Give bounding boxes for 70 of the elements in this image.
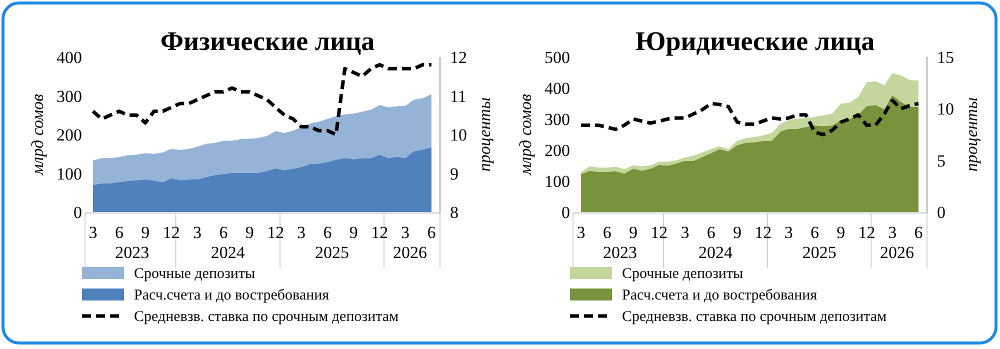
text: 2026 (880, 243, 914, 262)
x-tick-label: 12 (650, 223, 668, 242)
x-tick-label: 3 (680, 223, 690, 242)
y-tick-label: 300 (544, 110, 570, 129)
legend-label: Срочные депозиты (134, 266, 256, 282)
legend-label: Средневзв. ставка по срочным депозитам (622, 309, 888, 325)
x-tick-label: 3 (576, 223, 586, 242)
x-tick-label: 12 (858, 223, 876, 242)
x-tick-label: 9 (628, 223, 638, 242)
y-tick-label: 0 (562, 203, 570, 222)
legend-label: Средневзв. ставка по срочным депозитам (134, 309, 400, 325)
chart-title: Физические лица (160, 26, 376, 56)
x-tick-label: 9 (141, 223, 150, 242)
y-tick-label: 0 (74, 203, 82, 222)
x-tick-label: 9 (836, 223, 846, 242)
x-tick-label: 12 (754, 223, 772, 242)
x-tick-label: 6 (706, 223, 716, 242)
y2-tick-label: 0 (937, 203, 946, 222)
text: 2023 (115, 243, 150, 262)
y2-axis-title: проценты (962, 97, 981, 172)
y2-tick-label: 9 (450, 164, 458, 184)
text: 2025 (802, 243, 836, 262)
y-axis-title: млрд сомов (28, 93, 47, 176)
y2-tick-label: 10 (937, 100, 954, 119)
y-tick-label: 100 (56, 164, 82, 184)
legend-label: Расч.счета и до востребования (622, 288, 818, 304)
x-tick-label: 3 (193, 223, 202, 242)
y2-tick-label: 5 (937, 151, 946, 170)
text: 2025 (315, 243, 350, 262)
y2-tick-label: 15 (937, 48, 954, 67)
y2-tick-label: 12 (450, 48, 467, 67)
x-tick-label: 12 (267, 223, 284, 242)
text: 2023 (603, 243, 638, 262)
x-tick-label: 12 (371, 223, 388, 242)
y2-tick-label: 8 (450, 203, 458, 222)
x-tick-label: 3 (88, 223, 98, 242)
chart-title: Юридические лица (635, 26, 876, 56)
y-tick-label: 400 (56, 48, 82, 67)
x-tick-label: 6 (323, 223, 332, 242)
y2-axis-title: проценты (475, 97, 494, 172)
x-tick-label: 9 (732, 223, 742, 242)
text: 2024 (210, 243, 246, 262)
text: 2024 (698, 243, 733, 262)
y-tick-label: 200 (544, 141, 570, 160)
y-tick-label: 500 (544, 48, 570, 67)
x-tick-label: 12 (162, 223, 180, 242)
x-tick-label: 6 (114, 223, 124, 242)
x-tick-label: 6 (219, 223, 228, 242)
x-tick-label: 3 (297, 223, 306, 242)
y-axis-title: млрд сомов (516, 93, 535, 176)
x-tick-label: 3 (888, 223, 897, 242)
x-tick-label: 9 (349, 223, 358, 242)
legend-label: Расч.счета и до востребования (134, 288, 330, 304)
y-tick-label: 200 (56, 126, 82, 144)
x-tick-label: 6 (810, 223, 820, 242)
y-tick-label: 300 (56, 86, 82, 106)
y2-tick-label: 10 (450, 126, 467, 144)
x-tick-label: 6 (427, 223, 436, 242)
y-tick-label: 100 (544, 172, 570, 191)
y2-tick-label: 11 (450, 86, 466, 106)
x-tick-label: 6 (602, 223, 612, 242)
text: 2026 (392, 243, 427, 262)
y-tick-label: 400 (544, 79, 570, 98)
x-tick-label: 6 (914, 223, 923, 242)
x-tick-label: 3 (400, 223, 410, 242)
line-series (579, 98, 920, 136)
line-series (91, 63, 434, 136)
x-tick-label: 3 (784, 223, 793, 242)
x-tick-label: 9 (245, 223, 254, 242)
legend-label: Срочные депозиты (622, 266, 744, 282)
